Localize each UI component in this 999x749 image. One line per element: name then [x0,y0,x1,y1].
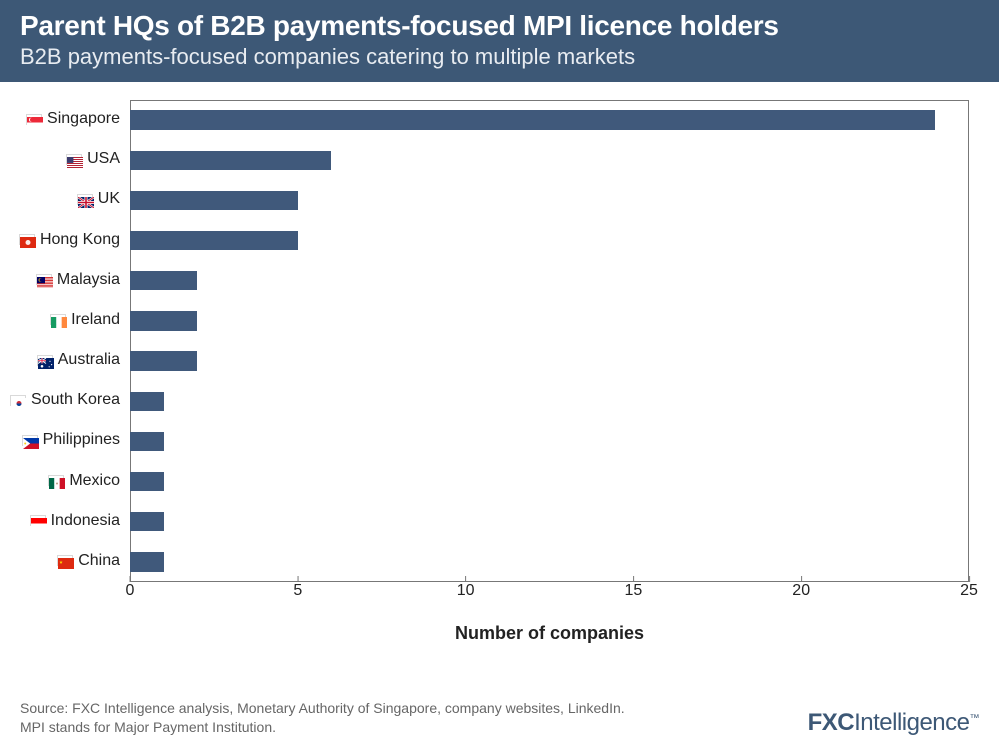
y-axis-label: China [57,552,120,570]
x-tick-mark [801,576,802,582]
x-tick-mark [130,576,131,582]
bar [130,311,197,330]
x-tick: 0 [126,582,135,600]
bar [130,151,331,170]
bar [130,351,197,370]
flag-icon [50,314,66,325]
trademark-icon: ™ [970,713,980,724]
country-label: South Korea [31,391,120,409]
x-tick-label: 5 [293,582,302,599]
y-axis-label: Ireland [50,311,120,329]
flag-icon [77,194,93,205]
flag-icon [48,475,64,486]
flag-icon [10,395,26,406]
plot-border [130,100,969,582]
country-label: China [78,552,120,570]
flag-icon [36,274,52,285]
chart-title: Parent HQs of B2B payments-focused MPI l… [20,10,979,42]
bar [130,552,164,571]
bar [130,392,164,411]
x-axis-title: Number of companies [130,623,969,644]
bar [130,472,164,491]
x-tick-label: 10 [457,582,475,599]
x-tick: 25 [960,582,978,600]
chart-area: Singapore USA UK Hong Kong Malaysia Ireland Au… [0,82,999,652]
flag-icon [30,515,46,526]
chart-header: Parent HQs of B2B payments-focused MPI l… [0,0,999,82]
flag-icon [37,355,53,366]
x-tick-label: 25 [960,582,978,599]
brand-logo: FXCIntelligence™ [808,709,979,737]
x-tick: 10 [457,582,475,600]
bar [130,110,935,129]
bar [130,512,164,531]
x-axis: 0510152025 [130,582,969,612]
x-tick-label: 20 [792,582,810,599]
x-tick-label: 15 [624,582,642,599]
plot-area [130,100,969,582]
x-tick: 5 [293,582,302,600]
country-label: USA [87,150,120,168]
source-text: Source: FXC Intelligence analysis, Monet… [20,699,625,737]
flag-icon [19,234,35,245]
logo-prefix: FXC [808,709,855,736]
x-tick-mark [466,576,467,582]
flag-icon [57,555,73,566]
y-axis-label: Indonesia [30,512,120,530]
y-axis: Singapore USA UK Hong Kong Malaysia Ireland Au… [0,100,130,582]
source-line-2: MPI stands for Major Payment Institution… [20,718,625,737]
country-label: Singapore [47,110,120,128]
x-tick-mark [633,576,634,582]
country-label: Ireland [71,311,120,329]
bar [130,432,164,451]
flag-icon [66,154,82,165]
y-axis-label: UK [77,190,120,208]
y-axis-label: Mexico [48,472,120,490]
x-tick-label: 0 [126,582,135,599]
y-axis-label: USA [66,150,120,168]
logo-suffix: Intelligence [854,709,969,736]
bar [130,191,298,210]
bar [130,231,298,250]
x-tick-mark [969,576,970,582]
x-tick: 20 [792,582,810,600]
flag-icon [26,114,42,125]
country-label: UK [98,190,120,208]
country-label: Mexico [69,472,120,490]
chart-subtitle: B2B payments-focused companies catering … [20,44,979,70]
y-axis-label: Australia [37,351,120,369]
x-tick-mark [298,576,299,582]
x-tick: 15 [624,582,642,600]
bar [130,271,197,290]
y-axis-label: South Korea [10,391,120,409]
country-label: Australia [58,351,120,369]
country-label: Hong Kong [40,231,120,249]
y-axis-label: Singapore [26,110,120,128]
flag-icon [22,435,38,446]
country-label: Indonesia [51,512,120,530]
footer: Source: FXC Intelligence analysis, Monet… [20,699,979,737]
country-label: Malaysia [57,271,120,289]
y-axis-label: Philippines [22,431,120,449]
y-axis-label: Hong Kong [19,231,120,249]
source-line-1: Source: FXC Intelligence analysis, Monet… [20,699,625,718]
country-label: Philippines [43,431,120,449]
y-axis-label: Malaysia [36,271,120,289]
